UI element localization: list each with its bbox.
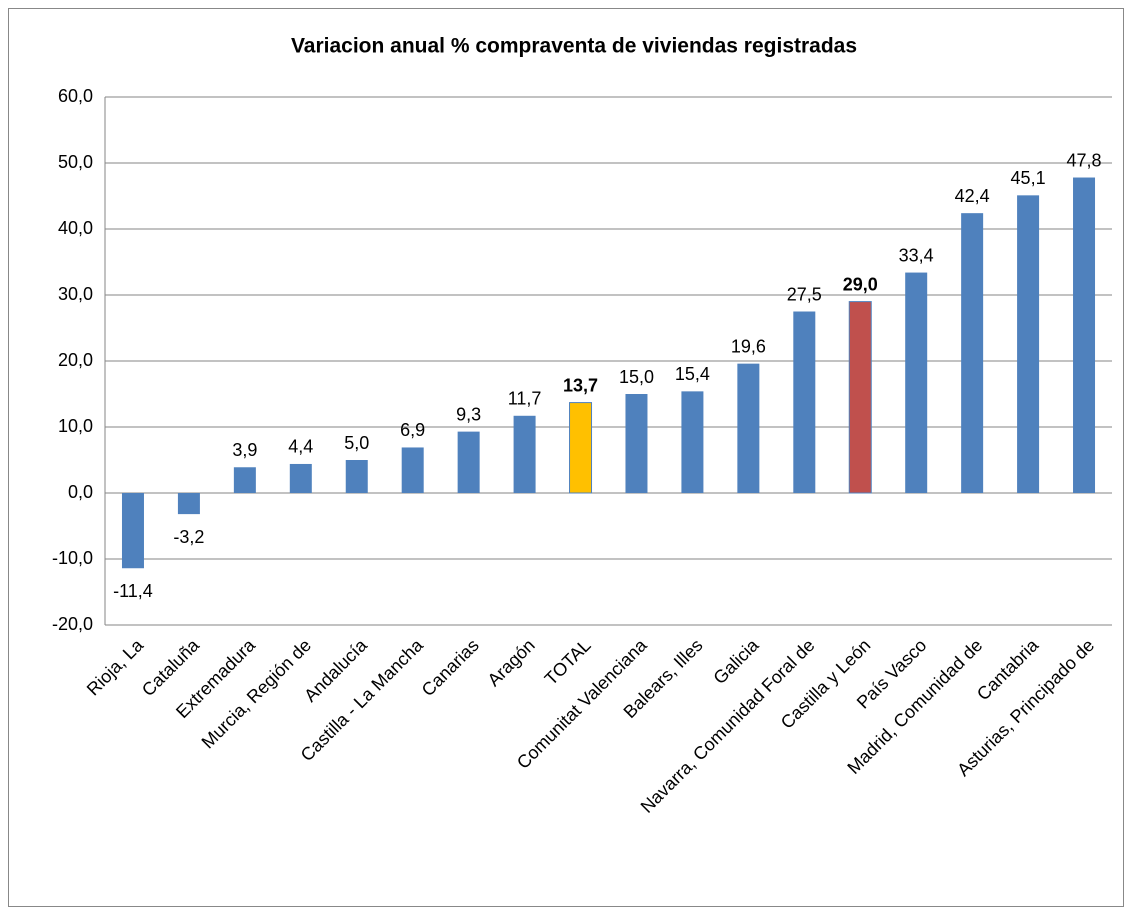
y-tick-label: 30,0: [58, 284, 93, 304]
bar: [177, 493, 200, 515]
y-tick-label: 0,0: [68, 482, 93, 502]
bar: [345, 460, 368, 493]
value-label: -3,2: [173, 527, 204, 547]
bar: [1073, 177, 1096, 493]
y-tick-label: 60,0: [58, 86, 93, 106]
bar: [793, 311, 816, 493]
bar: [848, 301, 872, 494]
value-label: 45,1: [1011, 168, 1046, 188]
bar: [905, 272, 928, 493]
y-tick-label: 10,0: [58, 416, 93, 436]
bar: [289, 463, 312, 493]
y-tick-label: 40,0: [58, 218, 93, 238]
value-label: 15,4: [675, 364, 710, 384]
chart-border: [8, 8, 1124, 907]
y-tick-label: 20,0: [58, 350, 93, 370]
y-tick-label: 50,0: [58, 152, 93, 172]
value-label: 27,5: [787, 284, 822, 304]
bar: [681, 391, 704, 493]
bar: [233, 467, 256, 493]
value-label: -11,4: [113, 581, 153, 601]
bar: [513, 415, 536, 493]
value-label: 11,7: [508, 389, 542, 409]
value-label: 42,4: [955, 186, 990, 206]
y-tick-label: -10,0: [52, 548, 93, 568]
bar: [121, 493, 144, 569]
value-label: 6,9: [400, 420, 425, 440]
bar: [401, 447, 424, 493]
value-label: 3,9: [232, 440, 257, 460]
bar: [1017, 195, 1040, 493]
value-label: 19,6: [731, 336, 766, 356]
y-tick-label: -20,0: [52, 614, 93, 634]
value-label: 29,0: [843, 274, 878, 294]
bar: [625, 394, 648, 493]
bar: [737, 363, 760, 493]
value-label: 4,4: [288, 437, 313, 457]
value-label: 5,0: [344, 433, 369, 453]
bar: [569, 402, 593, 494]
chart-title: Variacion anual % compraventa de viviend…: [291, 35, 857, 58]
value-label: 47,8: [1067, 150, 1102, 170]
bar: [961, 213, 984, 493]
value-label: 9,3: [456, 404, 481, 424]
value-label: 13,7: [563, 375, 598, 395]
bar: [457, 431, 480, 493]
value-label: 15,0: [619, 367, 654, 387]
value-label: 33,4: [899, 245, 934, 265]
